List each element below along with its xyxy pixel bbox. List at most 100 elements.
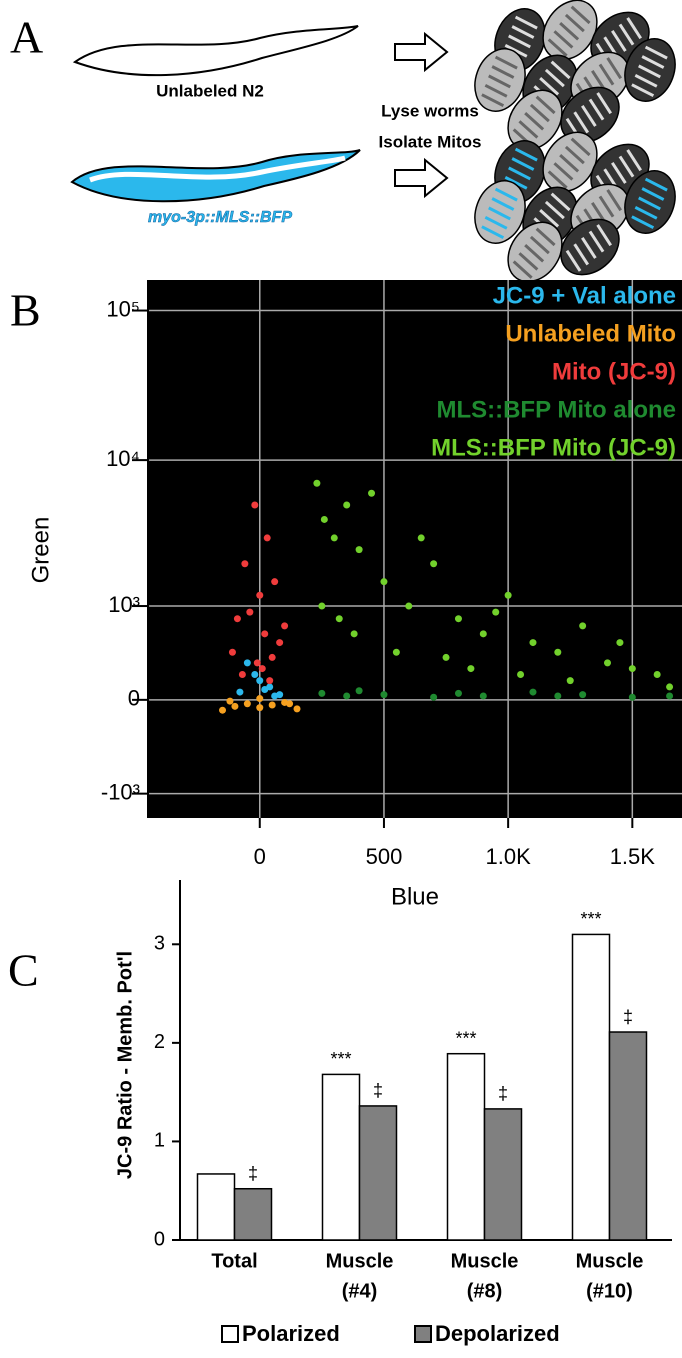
- point: [554, 692, 562, 700]
- point: [231, 702, 239, 710]
- bar: [446, 1052, 486, 1241]
- point: [256, 704, 264, 712]
- mito-crista: [535, 95, 556, 115]
- plots: B -10³ 0 10³ 10⁴ 10⁵ 0 500 1.0K 1.5K Green Blue JC-9…: [8, 280, 682, 1346]
- point: [228, 648, 236, 656]
- point: [330, 534, 338, 542]
- mito-crista: [641, 55, 665, 69]
- point: [653, 671, 661, 679]
- point: [271, 692, 279, 700]
- worm-label: Unlabeled N2: [156, 81, 264, 100]
- mito-crista: [638, 64, 661, 79]
- mito-crista: [606, 189, 622, 212]
- point: [320, 515, 328, 523]
- point: [355, 687, 363, 695]
- point: [380, 578, 388, 586]
- mito-crista: [481, 93, 505, 108]
- point: [492, 608, 500, 616]
- panel-label: A: [10, 12, 43, 63]
- mito-crista: [598, 63, 615, 86]
- mito-crista: [565, 249, 582, 272]
- x-tick-label: Muscle: [326, 1250, 394, 1272]
- x-tick-label: Muscle: [451, 1250, 519, 1272]
- point: [261, 685, 269, 693]
- point: [238, 671, 246, 679]
- mito-crista: [504, 175, 528, 190]
- mito-crista: [618, 155, 635, 178]
- mito-crista: [596, 224, 612, 247]
- point: [430, 693, 438, 701]
- y-tick-label: 1: [154, 1130, 165, 1152]
- mito-crista: [634, 73, 658, 88]
- mito-crista: [539, 209, 560, 228]
- point: [335, 615, 343, 623]
- point: [529, 688, 537, 696]
- point: [226, 697, 234, 705]
- mito-crista: [644, 177, 668, 192]
- point: [529, 639, 537, 647]
- mito-crista: [544, 68, 565, 88]
- mito-crista: [514, 15, 538, 30]
- point: [579, 622, 587, 630]
- point: [271, 578, 279, 586]
- mito-crista: [547, 170, 568, 189]
- x-tick-label: (#8): [467, 1280, 503, 1302]
- y-tick-label: 0: [154, 1228, 165, 1250]
- significance-marker: ‡: [498, 1084, 508, 1104]
- point: [263, 534, 271, 542]
- significance-marker: ‡: [373, 1081, 383, 1101]
- mito-crista: [641, 187, 665, 201]
- bar: [321, 1073, 361, 1241]
- point: [219, 706, 227, 714]
- mito-crista: [518, 252, 539, 271]
- point: [343, 501, 351, 509]
- legend-label: Mito (JC-9): [552, 358, 676, 385]
- x-tick-label: (#10): [586, 1280, 633, 1302]
- point: [603, 659, 611, 667]
- legend-label: JC-9 + Val alone: [493, 282, 676, 309]
- legend-swatch: [221, 1325, 239, 1343]
- mito-crista: [511, 25, 535, 39]
- mito-crista: [553, 30, 574, 49]
- point: [392, 648, 400, 656]
- point: [579, 691, 587, 699]
- mito-crista: [550, 60, 571, 80]
- y-tick-label: 2: [154, 1031, 165, 1053]
- mito-crista: [638, 196, 661, 211]
- point: [293, 705, 301, 713]
- legend-label: MLS::BFP Mito alone: [436, 396, 676, 423]
- significance-marker: ***: [580, 909, 601, 929]
- point: [243, 700, 251, 708]
- point: [430, 560, 438, 568]
- mito-crista: [570, 5, 591, 25]
- mito-crista: [488, 206, 511, 221]
- y-tick-label: 3: [154, 933, 165, 955]
- mito-crista: [491, 65, 515, 79]
- point: [517, 671, 525, 679]
- point: [628, 665, 636, 673]
- point: [318, 689, 326, 697]
- x-tick-label: 0: [254, 844, 266, 869]
- arrow: [394, 157, 449, 199]
- point: [243, 659, 251, 667]
- significance-marker: ***: [330, 1049, 351, 1069]
- point: [318, 602, 326, 610]
- y-tick-label: 10⁴: [106, 446, 140, 471]
- worm-label: myo-3p::MLS::BFP: [148, 209, 292, 226]
- point: [405, 602, 413, 610]
- point: [350, 630, 358, 638]
- mito-crista: [631, 83, 655, 98]
- mito-crista: [611, 161, 627, 184]
- mito-crista: [508, 34, 531, 49]
- point: [666, 692, 674, 700]
- mito-crista: [504, 43, 528, 58]
- mito-crista: [484, 83, 508, 98]
- mito-crista: [559, 22, 580, 41]
- point: [479, 692, 487, 700]
- bar: [196, 1173, 236, 1241]
- mito-crista: [618, 23, 635, 46]
- legend-label: MLS::BFP Mito (JC-9): [431, 434, 676, 461]
- mito-crista: [514, 147, 538, 162]
- x-tick-label: 500: [366, 844, 403, 869]
